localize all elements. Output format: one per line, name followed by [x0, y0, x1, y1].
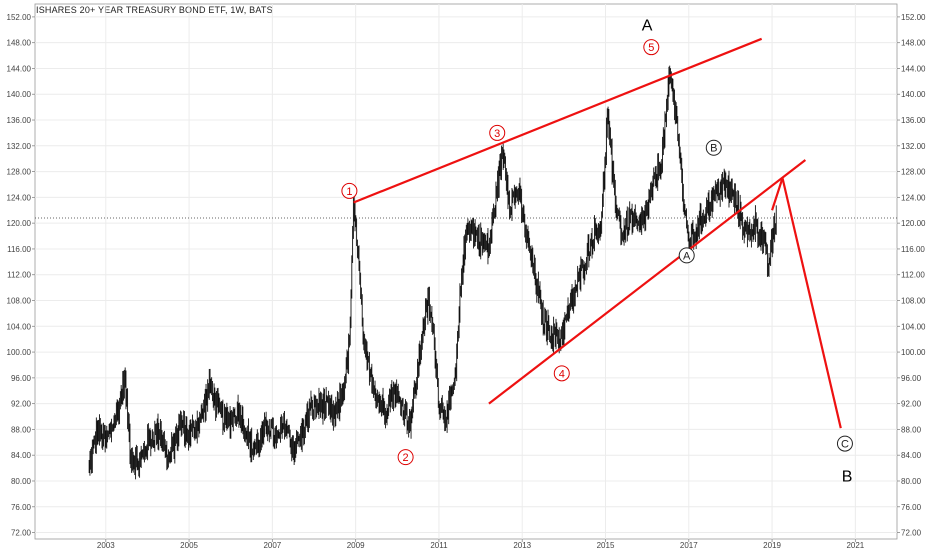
- wave-label-circle: [705, 139, 722, 156]
- y-tick-label-right: 72.00: [901, 529, 922, 538]
- y-tick-label-left: 128.00: [7, 168, 32, 177]
- wave-label: 4: [559, 368, 565, 380]
- wave-label: B: [710, 143, 717, 155]
- y-tick-label-right: 112.00: [901, 271, 925, 280]
- x-tick-label: 2011: [430, 541, 448, 550]
- y-tick-label-left: 92.00: [11, 400, 32, 409]
- trend-line: [488, 159, 807, 405]
- wave-label: 5: [648, 42, 654, 54]
- trend-line: [771, 177, 784, 211]
- y-tick-label-right: 144.00: [901, 64, 926, 73]
- y-tick-label-left: 148.00: [7, 39, 32, 48]
- y-tick-label-left: 112.00: [7, 271, 31, 280]
- x-tick-label: 2021: [846, 541, 864, 550]
- y-tick-label-right: 80.00: [901, 477, 922, 486]
- x-tick-label: 2015: [597, 541, 615, 550]
- x-tick-label: 2019: [763, 541, 781, 550]
- wave-label-circle: [678, 247, 695, 264]
- x-tick-label: 2005: [180, 541, 198, 550]
- y-tick-label-right: 76.00: [901, 503, 922, 512]
- y-tick-label-left: 96.00: [11, 374, 32, 383]
- y-tick-label-right: 152.00: [901, 13, 926, 22]
- chart-title: ISHARES 20+ YEAR TREASURY BOND ETF, 1W, …: [36, 5, 273, 15]
- y-tick-label-right: 128.00: [901, 168, 926, 177]
- y-tick-label-right: 116.00: [901, 245, 925, 254]
- wave-label: 2: [403, 452, 409, 464]
- y-tick-label-right: 136.00: [901, 116, 926, 125]
- wave-label-circle: [341, 182, 358, 199]
- wave-label: B: [842, 468, 853, 485]
- trend-line: [781, 177, 842, 429]
- y-tick-label-left: 104.00: [7, 322, 32, 331]
- y-tick-label-left: 84.00: [11, 451, 32, 460]
- x-tick-label: 2007: [263, 541, 281, 550]
- wave-label: 1: [346, 186, 352, 198]
- y-tick-label-right: 148.00: [901, 39, 926, 48]
- wave-label-circle: [643, 39, 660, 56]
- y-tick-label-left: 88.00: [11, 425, 32, 434]
- y-tick-label-left: 108.00: [7, 297, 32, 306]
- y-tick-label-right: 108.00: [901, 297, 926, 306]
- y-tick-label-right: 104.00: [901, 322, 926, 331]
- price-bars: [88, 65, 777, 480]
- y-tick-label-right: 120.00: [901, 219, 926, 228]
- x-tick-label: 2017: [680, 541, 698, 550]
- wave-label-circle: [553, 365, 570, 382]
- wave-label: C: [841, 439, 849, 451]
- y-tick-label-left: 116.00: [7, 245, 31, 254]
- wave-label: A: [642, 17, 653, 34]
- y-tick-label-right: 140.00: [901, 90, 926, 99]
- y-tick-label-right: 132.00: [901, 142, 926, 151]
- plot-frame: [34, 3, 898, 540]
- wave-label-circle: [397, 449, 414, 466]
- trend-line: [353, 37, 763, 204]
- y-tick-label-right: 124.00: [901, 193, 926, 202]
- x-tick-label: 2013: [513, 541, 531, 550]
- y-tick-label-right: 92.00: [901, 400, 922, 409]
- wave-label: 3: [494, 128, 500, 140]
- x-tick-label: 2009: [347, 541, 365, 550]
- x-tick-label: 2003: [97, 541, 115, 550]
- y-tick-label-right: 84.00: [901, 451, 922, 460]
- y-tick-label-left: 140.00: [7, 90, 32, 99]
- wave-label-circle: [836, 435, 853, 452]
- y-tick-label-left: 124.00: [7, 193, 32, 202]
- y-tick-label-left: 144.00: [7, 64, 32, 73]
- y-tick-label-left: 72.00: [11, 529, 32, 538]
- y-tick-label-left: 152.00: [7, 13, 32, 22]
- y-tick-label-left: 100.00: [7, 348, 32, 357]
- y-tick-label-left: 80.00: [11, 477, 32, 486]
- y-tick-label-right: 96.00: [901, 374, 922, 383]
- y-tick-label-left: 132.00: [7, 142, 32, 151]
- y-tick-label-left: 120.00: [7, 219, 32, 228]
- wave-label-circle: [489, 124, 506, 141]
- y-tick-label-left: 136.00: [7, 116, 32, 125]
- y-tick-label-right: 88.00: [901, 425, 922, 434]
- wave-label: A: [683, 250, 691, 262]
- y-tick-label-left: 76.00: [11, 503, 32, 512]
- y-tick-label-right: 100.00: [901, 348, 926, 357]
